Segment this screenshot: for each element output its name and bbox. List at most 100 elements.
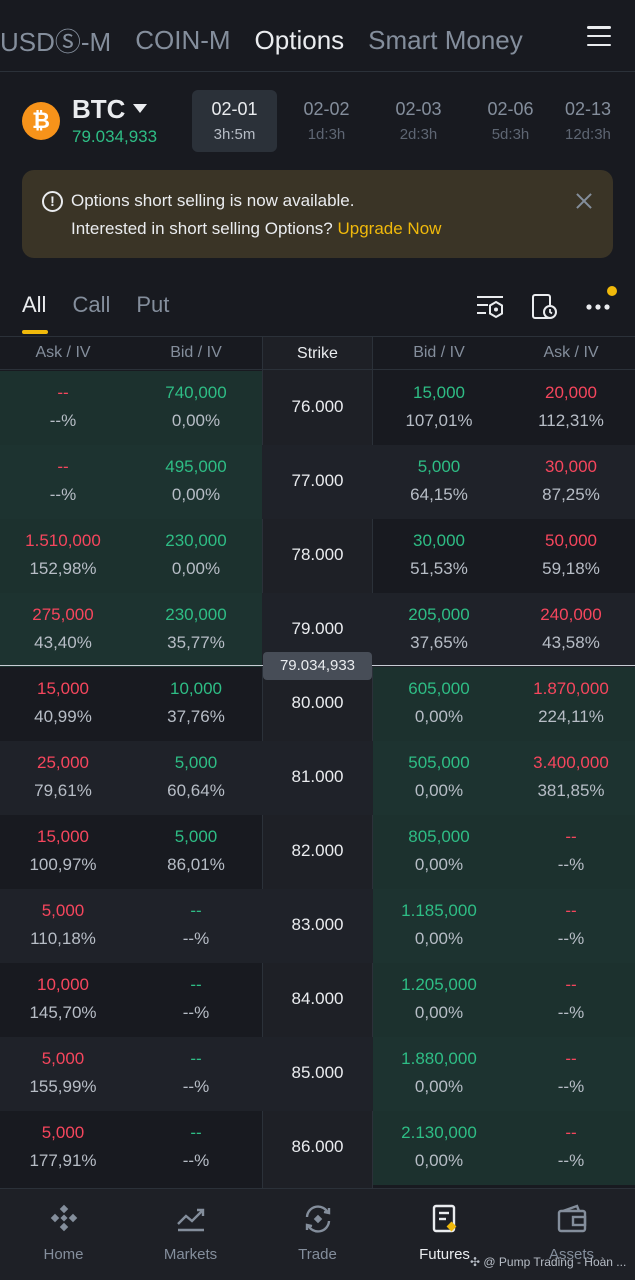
- upgrade-now-link[interactable]: Upgrade Now: [337, 219, 442, 238]
- watermark-icon: ✣: [470, 1255, 484, 1269]
- watermark: ✣ @ Pump Trading - Hoàn ...: [470, 1255, 626, 1269]
- call-bid-iv: 35,77%: [167, 633, 225, 652]
- asset-selector[interactable]: BTC: [72, 94, 126, 124]
- put-ask-price[interactable]: 240,000: [540, 605, 602, 624]
- call-ask-price[interactable]: 10,000: [37, 975, 89, 994]
- call-ask-price[interactable]: 15,000: [37, 827, 89, 846]
- put-ask-price[interactable]: 50,000: [545, 531, 597, 550]
- call-bid-price[interactable]: --: [190, 901, 202, 920]
- table-row[interactable]: 25,000 79,61% 5,000 60,64% 505,000 0,00% 3.400…: [0, 741, 635, 815]
- nav-futures[interactable]: Futures: [381, 1189, 508, 1280]
- table-row[interactable]: -- --% 740,000 0,00% 15,000 107,01% 20,000 112,…: [0, 371, 635, 445]
- put-bid-price[interactable]: 1.205,000: [401, 975, 477, 994]
- put-bid-iv: 51,53%: [410, 559, 468, 578]
- expiry-countdown: 2d:3h: [399, 126, 438, 143]
- call-ask-price[interactable]: 5,000: [41, 1123, 85, 1142]
- expiry-item[interactable]: 02-02 1d:3h: [284, 90, 369, 152]
- more-options-icon[interactable]: [585, 294, 613, 320]
- expiry-item[interactable]: 02-03 2d:3h: [376, 90, 461, 152]
- call-bid-price[interactable]: --: [190, 975, 202, 994]
- call-ask-iv: --%: [49, 411, 77, 430]
- call-bid-price[interactable]: 5,000: [174, 753, 218, 772]
- put-bid-price[interactable]: 15,000: [413, 383, 465, 402]
- nav-markets[interactable]: Markets: [127, 1189, 254, 1280]
- put-ask-price[interactable]: --: [565, 1123, 577, 1142]
- put-ask-price[interactable]: 1.870,000: [533, 679, 609, 698]
- call-bid-price[interactable]: --: [190, 1123, 202, 1142]
- hamburger-menu-icon[interactable]: [587, 26, 611, 46]
- tab-put[interactable]: Put: [136, 292, 170, 317]
- caret-down-icon[interactable]: [133, 104, 147, 113]
- nav-label: Assets: [548, 1246, 594, 1263]
- call-ask-price[interactable]: 15,000: [37, 679, 89, 698]
- put-bid-iv: 0,00%: [414, 707, 464, 726]
- tab-coin-m[interactable]: COIN-M: [135, 25, 231, 55]
- expiry-countdown: 1d:3h: [307, 126, 346, 143]
- options-chain: -- --% 740,000 0,00% 15,000 107,01% 20,000 112,…: [0, 371, 635, 1185]
- expiry-item[interactable]: 02-06 5d:3h: [468, 90, 553, 152]
- call-ask-price[interactable]: 5,000: [41, 901, 85, 920]
- itm-shading: [0, 593, 262, 667]
- strike-price: 85.000: [291, 1063, 344, 1082]
- nav-trade[interactable]: Trade: [254, 1189, 381, 1280]
- call-ask-price[interactable]: 5,000: [41, 1049, 85, 1068]
- call-ask-price[interactable]: --: [57, 383, 69, 402]
- tab-usds-m[interactable]: USDⓈ-M: [0, 27, 112, 57]
- call-bid-iv: --%: [182, 1151, 210, 1170]
- tab-smart-money[interactable]: Smart Money: [368, 25, 523, 55]
- close-icon[interactable]: [575, 192, 593, 210]
- put-ask-price[interactable]: 20,000: [545, 383, 597, 402]
- put-ask-iv: --%: [557, 929, 585, 948]
- put-bid-price[interactable]: 2.130,000: [401, 1123, 477, 1142]
- put-bid-price[interactable]: 805,000: [408, 827, 470, 846]
- call-bid-price[interactable]: 740,000: [165, 383, 227, 402]
- put-bid-price[interactable]: 1.185,000: [401, 901, 477, 920]
- call-ask-price[interactable]: 25,000: [37, 753, 89, 772]
- put-ask-price[interactable]: 3.400,000: [533, 753, 609, 772]
- put-bid-price[interactable]: 605,000: [408, 679, 470, 698]
- put-bid-price[interactable]: 30,000: [413, 531, 465, 550]
- call-bid-price[interactable]: 5,000: [174, 827, 218, 846]
- put-ask-price[interactable]: --: [565, 1049, 577, 1068]
- put-bid-price[interactable]: 5,000: [417, 457, 461, 476]
- option-type-tabs: All Call Put: [22, 292, 195, 334]
- call-ask-price[interactable]: 275,000: [32, 605, 94, 624]
- put-ask-price[interactable]: --: [565, 975, 577, 994]
- table-row[interactable]: 5,000 155,99% -- --% 1.880,000 0,00% -- --% 85.0…: [0, 1037, 635, 1111]
- table-row[interactable]: 5,000 110,18% -- --% 1.185,000 0,00% -- --% 83.0…: [0, 889, 635, 963]
- call-bid-price[interactable]: 10,000: [170, 679, 222, 698]
- tab-all[interactable]: All: [22, 292, 49, 334]
- history-document-icon[interactable]: [531, 294, 559, 320]
- filter-settings-icon[interactable]: [476, 294, 504, 320]
- table-row[interactable]: 15,000 40,99% 10,000 37,76% 605,000 0,00% 1.87…: [0, 667, 635, 741]
- put-ask-iv: --%: [557, 1003, 585, 1022]
- call-bid-price[interactable]: 230,000: [165, 605, 227, 624]
- call-ask-price[interactable]: 1.510,000: [25, 531, 101, 550]
- put-ask-price[interactable]: 30,000: [545, 457, 597, 476]
- call-bid-price[interactable]: --: [190, 1049, 202, 1068]
- call-ask-price[interactable]: --: [57, 457, 69, 476]
- table-row[interactable]: 15,000 100,97% 5,000 86,01% 805,000 0,00% -- --…: [0, 815, 635, 889]
- tab-call[interactable]: Call: [72, 292, 111, 317]
- table-row[interactable]: 5,000 177,91% -- --% 2.130,000 0,00% -- --% 86.0…: [0, 1111, 635, 1185]
- expiry-selector: 02-01 3h:5m 02-02 1d:3h 02-03 2d:3h 02-0…: [192, 90, 620, 152]
- expiry-item[interactable]: 02-01 3h:5m: [192, 90, 277, 152]
- call-bid-iv: 60,64%: [167, 781, 225, 800]
- put-ask-price[interactable]: --: [565, 827, 577, 846]
- expiry-date: 02-02: [303, 99, 350, 119]
- expiry-item[interactable]: 02-13 12d:3h: [560, 90, 620, 152]
- table-row[interactable]: 1.510,000 152,98% 230,000 0,00% 30,000 51,53%…: [0, 519, 635, 593]
- put-bid-price[interactable]: 205,000: [408, 605, 470, 624]
- call-bid-price[interactable]: 230,000: [165, 531, 227, 550]
- call-bid-price[interactable]: 495,000: [165, 457, 227, 476]
- nav-home[interactable]: Home: [0, 1189, 127, 1280]
- nav-assets[interactable]: Assets: [508, 1189, 635, 1280]
- put-bid-price[interactable]: 1.880,000: [401, 1049, 477, 1068]
- table-row[interactable]: -- --% 495,000 0,00% 5,000 64,15% 30,000 87,25%…: [0, 445, 635, 519]
- tab-options[interactable]: Options: [254, 25, 345, 55]
- put-bid-price[interactable]: 505,000: [408, 753, 470, 772]
- put-ask-price[interactable]: --: [565, 901, 577, 920]
- strike-price: 77.000: [291, 471, 344, 490]
- table-row[interactable]: 10,000 145,70% -- --% 1.205,000 0,00% -- --% 84.…: [0, 963, 635, 1037]
- put-bid-iv: 107,01%: [405, 411, 473, 430]
